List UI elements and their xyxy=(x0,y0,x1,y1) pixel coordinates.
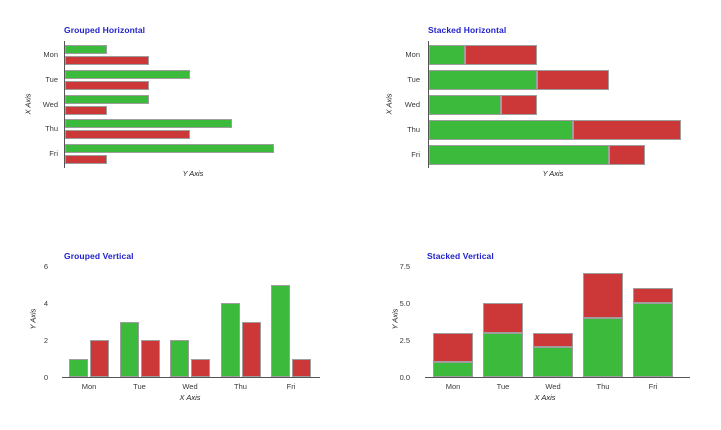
bar-thu-green xyxy=(583,317,623,377)
category-tick-label: Wed xyxy=(545,382,561,391)
bar-tue-green xyxy=(65,69,191,79)
bar-wed-red xyxy=(501,94,537,115)
bar-mon-red xyxy=(65,56,149,65)
value-tick-label: 6 xyxy=(43,261,48,271)
category-tick-label: Thu xyxy=(596,382,610,391)
chart-grouped-vertical: Grouped Vertical 0 2 4 6 Mon Tue Wed Thu Fri X Ax… xyxy=(0,215,360,430)
value-tick-label: 4 xyxy=(43,298,48,308)
category-tick-label: Mon xyxy=(405,50,420,59)
bar-mon-red xyxy=(90,340,109,377)
chart-title: Stacked Horizontal xyxy=(428,25,507,35)
bar-mon-green xyxy=(433,362,473,377)
bar-fri-green xyxy=(429,144,609,165)
bar-fri-red xyxy=(292,358,311,377)
bar-wed-red xyxy=(191,358,210,377)
category-tick-label: Mon xyxy=(43,50,58,59)
bar-wed-red xyxy=(65,105,107,115)
bar-mon-green xyxy=(69,358,88,377)
bar-wed-green xyxy=(65,94,149,104)
baseline-axis-line xyxy=(425,377,690,378)
bar-fri-red xyxy=(633,288,673,303)
category-tick-label: Mon xyxy=(445,382,461,391)
value-tick-label: 0.0 xyxy=(399,372,410,382)
bar-wed-green xyxy=(170,340,189,377)
category-axis-label: X Axis xyxy=(179,393,201,402)
category-tick-label: Wed xyxy=(42,99,58,109)
value-axis-label: Y Axis xyxy=(390,308,400,330)
category-tick-label: Wed xyxy=(404,99,420,109)
bar-tue-red xyxy=(140,340,160,377)
bar-thu-red xyxy=(65,130,191,140)
category-axis-line xyxy=(428,41,429,168)
bar-tue-green xyxy=(429,69,537,90)
value-tick-label: 0 xyxy=(43,372,48,382)
chart-title: Grouped Horizontal xyxy=(64,25,146,35)
category-tick-label: Tue xyxy=(407,74,420,84)
value-axis-label: Y Axis xyxy=(182,169,204,178)
bar-tue-red xyxy=(537,69,609,90)
value-tick-label: 7.5 xyxy=(399,261,410,271)
category-tick-label: Fri xyxy=(49,149,58,159)
category-tick-label: Fri xyxy=(286,382,296,391)
value-axis-label: Y Axis xyxy=(542,169,564,178)
category-tick-label: Tue xyxy=(133,382,146,391)
bar-thu-green xyxy=(65,119,233,129)
bar-fri-red xyxy=(609,144,645,165)
bar-thu-red xyxy=(241,321,261,377)
category-axis-line xyxy=(64,41,65,168)
bar-mon-green xyxy=(65,45,107,54)
value-tick-label: 5.0 xyxy=(399,298,410,308)
category-axis-label: X Axis xyxy=(23,93,33,115)
category-tick-label: Thu xyxy=(234,382,247,391)
category-tick-label: Wed xyxy=(182,382,198,391)
category-tick-label: Thu xyxy=(407,124,420,134)
bar-thu-green xyxy=(220,303,240,377)
chart-stacked-vertical: Stacked Vertical 0.0 2.5 5.0 7.5 Mon Tue Wed Th… xyxy=(360,215,721,430)
bar-fri-green xyxy=(633,303,673,377)
bar-tue-red xyxy=(483,303,523,333)
value-axis-label: Y Axis xyxy=(28,308,38,330)
category-tick-label: Fri xyxy=(648,382,658,391)
bar-thu-red xyxy=(583,273,623,318)
bar-fri-red xyxy=(65,155,107,165)
category-tick-label: Tue xyxy=(45,74,58,84)
bar-tue-green xyxy=(119,321,139,377)
chart-grouped-horizontal: Grouped Horizontal Mon Tue Wed Thu Fri Y Axis… xyxy=(0,0,360,215)
bar-mon-red xyxy=(465,45,537,65)
bar-fri-green xyxy=(65,144,274,154)
category-tick-label: Mon xyxy=(81,382,97,391)
bar-wed-green xyxy=(533,347,573,377)
bar-wed-green xyxy=(429,94,501,115)
chart-title: Stacked Vertical xyxy=(427,251,494,261)
category-tick-label: Fri xyxy=(411,149,420,159)
chart-stacked-horizontal: Stacked Horizontal Mon Tue Wed Thu Fri Y Axis… xyxy=(360,0,721,215)
baseline-axis-line xyxy=(62,377,320,378)
bar-thu-red xyxy=(573,119,681,140)
category-tick-label: Tue xyxy=(496,382,510,391)
bar-thu-green xyxy=(429,119,573,140)
bar-tue-green xyxy=(483,332,523,377)
category-tick-label: Thu xyxy=(45,124,58,134)
bar-wed-red xyxy=(533,332,573,348)
chart-title: Grouped Vertical xyxy=(64,251,134,261)
category-axis-label: X Axis xyxy=(534,393,556,402)
bar-mon-red xyxy=(433,332,473,363)
value-tick-label: 2 xyxy=(43,335,48,345)
value-tick-label: 2.5 xyxy=(399,335,410,345)
bar-tue-red xyxy=(65,80,149,90)
bar-fri-green xyxy=(271,284,290,377)
bar-mon-green xyxy=(429,45,465,65)
category-axis-label: X Axis xyxy=(384,93,394,115)
